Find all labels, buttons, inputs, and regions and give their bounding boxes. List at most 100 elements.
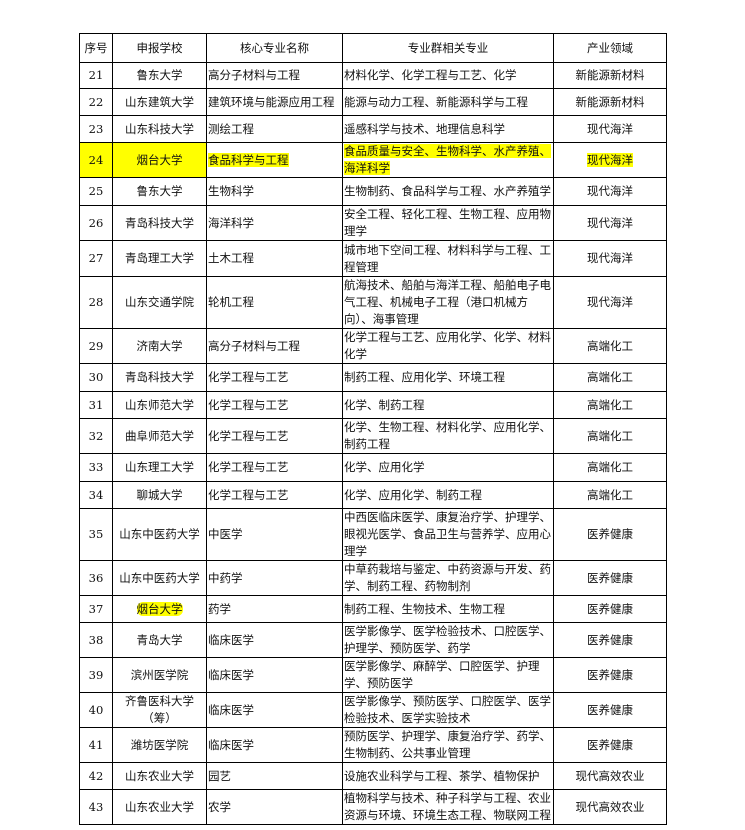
majors-table: 序号 申报学校 核心专业名称 专业群相关专业 产业领域 21 鲁东大学 高分子材料与…	[79, 33, 667, 825]
core-major-cell-text: 生物科学	[208, 184, 254, 198]
core-major-cell: 化学工程与工艺	[206, 418, 343, 454]
school-cell-text: 鲁东大学	[136, 68, 183, 82]
related-majors-cell: 医学影像学、麻醉学、口腔医学、护理学、预防医学	[342, 657, 554, 693]
table-header-row: 序号 申报学校 核心专业名称 专业群相关专业 产业领域	[79, 33, 667, 63]
school-cell-text: 山东农业大学	[125, 799, 194, 814]
row-number-text: 27	[88, 251, 104, 265]
row-number: 22	[79, 88, 113, 116]
related-majors-cell: 制药工程、生物技术、生物工程	[342, 595, 554, 623]
related-majors-cell-text: 化学、应用化学、制药工程	[344, 487, 482, 502]
core-major-cell: 食品科学与工程	[206, 142, 343, 178]
industry-cell: 高端化工	[553, 391, 667, 419]
table-row: 23 山东科技大学 测绘工程 遥感科学与技术、地理信息科学 现代海洋	[79, 115, 667, 143]
school-cell: 青岛科技大学	[112, 363, 207, 392]
table-row: 29 济南大学 高分子材料与工程 化学工程与工艺、应用化学、化学、材料化学 高端化工	[79, 328, 667, 364]
school-cell-text: 山东中医药大学	[119, 527, 200, 541]
industry-cell-text: 医养健康	[587, 667, 633, 682]
related-majors-cell: 航海技术、船舶与海洋工程、船舶电子电气工程、机械电子工程（港口机械方向）、海事管…	[342, 276, 554, 329]
row-number-text: 41	[88, 737, 104, 752]
school-cell: 济南大学	[112, 328, 207, 364]
school-cell-text: 山东交通学院	[125, 295, 194, 309]
school-cell: 鲁东大学	[112, 62, 207, 89]
school-cell: 山东农业大学	[112, 789, 207, 825]
industry-cell-text: 医养健康	[587, 737, 633, 752]
school-cell: 青岛大学	[112, 622, 207, 658]
row-number: 33	[79, 453, 113, 482]
core-major-cell-text: 中医学	[208, 527, 243, 541]
school-cell-text: 齐鲁医科大学（筹）	[125, 694, 194, 725]
table-row: 41 潍坊医学院 临床医学 预防医学、护理学、康复治疗学、药学、生物制药、公共事业管理…	[79, 727, 667, 763]
related-majors-cell-text: 食品质量与安全、生物科学、水产养殖、海洋科学	[344, 144, 551, 175]
related-majors-cell-text: 材料化学、化学工程与工艺、化学	[344, 68, 517, 82]
industry-cell-text: 医养健康	[587, 702, 633, 717]
table-row: 26 青岛科技大学 海洋科学 安全工程、轻化工程、生物工程、应用物理学 现代海洋	[79, 205, 667, 241]
row-number: 43	[79, 789, 113, 825]
industry-cell-text: 医养健康	[587, 632, 633, 647]
industry-cell: 现代海洋	[553, 205, 667, 241]
school-cell: 山东中医药大学	[112, 508, 207, 561]
school-cell: 鲁东大学	[112, 177, 207, 206]
related-majors-cell-text: 医学影像学、医学检验技术、口腔医学、护理学、预防医学、药学	[344, 624, 551, 655]
core-major-cell-text: 临床医学	[208, 667, 254, 682]
school-cell-text: 烟台大学	[136, 152, 183, 167]
row-number: 36	[79, 560, 113, 596]
related-majors-cell: 预防医学、护理学、康复治疗学、药学、生物制药、公共事业管理	[342, 727, 554, 763]
industry-cell-text: 现代海洋	[587, 152, 633, 167]
industry-cell-text: 现代海洋	[587, 251, 633, 265]
related-majors-cell-text: 中西医临床医学、康复治疗学、护理学、眼视光医学、食品卫生与营养学、应用心理学	[344, 510, 551, 558]
header-core-major: 核心专业名称	[206, 33, 343, 63]
core-major-cell-text: 食品科学与工程	[208, 152, 289, 167]
industry-cell: 现代海洋	[553, 240, 667, 277]
industry-cell: 高端化工	[553, 453, 667, 482]
core-major-cell: 临床医学	[206, 692, 343, 728]
row-number-text: 32	[88, 428, 104, 443]
table-row: 24 烟台大学 食品科学与工程 食品质量与安全、生物科学、水产养殖、海洋科学 现代海洋	[79, 142, 667, 178]
core-major-cell: 化学工程与工艺	[206, 453, 343, 482]
core-major-cell: 化学工程与工艺	[206, 363, 343, 392]
school-cell-text: 鲁东大学	[136, 184, 183, 198]
core-major-cell-text: 园艺	[208, 768, 231, 783]
header-industry: 产业领域	[553, 33, 667, 63]
core-major-cell-text: 轮机工程	[208, 295, 254, 309]
industry-cell-text: 高端化工	[587, 487, 633, 502]
row-number-text: 35	[88, 527, 104, 541]
industry-cell: 现代海洋	[553, 177, 667, 206]
table-row: 42 山东农业大学 园艺 设施农业科学与工程、茶学、植物保护 现代高效农业	[79, 762, 667, 790]
related-majors-cell-text: 医学影像学、预防医学、口腔医学、医学检验技术、医学实验技术	[344, 694, 551, 725]
core-major-cell-text: 农学	[208, 799, 231, 814]
row-number-text: 40	[88, 702, 104, 717]
school-cell: 青岛理工大学	[112, 240, 207, 277]
school-cell: 潍坊医学院	[112, 727, 207, 763]
related-majors-cell-text: 中草药栽培与鉴定、中药资源与开发、药学、制药工程、药物制剂	[344, 562, 551, 593]
related-majors-cell-text: 生物制药、食品科学与工程、水产养殖学	[344, 184, 551, 198]
table-row: 43 山东农业大学 农学 植物科学与技术、种子科学与工程、农业资源与环境、环境生态工程…	[79, 789, 667, 825]
related-majors-cell-text: 化学、生物工程、材料化学、应用化学、制药工程	[344, 420, 551, 451]
row-number: 41	[79, 727, 113, 763]
school-cell-text: 青岛科技大学	[125, 215, 194, 230]
industry-cell: 高端化工	[553, 363, 667, 392]
row-number: 35	[79, 508, 113, 561]
industry-cell-text: 现代高效农业	[575, 799, 645, 814]
school-cell: 山东建筑大学	[112, 88, 207, 116]
industry-cell: 医养健康	[553, 560, 667, 596]
core-major-cell-text: 化学工程与工艺	[208, 370, 289, 384]
industry-cell: 新能源新材料	[553, 88, 667, 116]
table-row: 31 山东师范大学 化学工程与工艺 化学、制药工程 高端化工	[79, 391, 667, 419]
school-cell-text: 青岛大学	[136, 632, 183, 647]
related-majors-cell: 生物制药、食品科学与工程、水产养殖学	[342, 177, 554, 206]
industry-cell-text: 现代海洋	[587, 184, 633, 198]
header-no: 序号	[79, 33, 113, 63]
industry-cell: 现代海洋	[553, 142, 667, 178]
school-cell: 聊城大学	[112, 481, 207, 509]
related-majors-cell-text: 化学工程与工艺、应用化学、化学、材料化学	[344, 330, 551, 361]
related-majors-cell-text: 医学影像学、麻醉学、口腔医学、护理学、预防医学	[344, 659, 540, 690]
school-cell-text: 济南大学	[136, 338, 183, 353]
table-row: 40 齐鲁医科大学（筹） 临床医学 医学影像学、预防医学、口腔医学、医学检验技术、医学…	[79, 692, 667, 728]
row-number: 34	[79, 481, 113, 509]
school-cell: 山东交通学院	[112, 276, 207, 329]
related-majors-cell-text: 能源与动力工程、新能源科学与工程	[344, 94, 528, 109]
school-cell: 山东农业大学	[112, 762, 207, 790]
row-number-text: 33	[88, 460, 104, 474]
core-major-cell-text: 海洋科学	[208, 215, 254, 230]
related-majors-cell-text: 制药工程、应用化学、环境工程	[344, 370, 505, 384]
